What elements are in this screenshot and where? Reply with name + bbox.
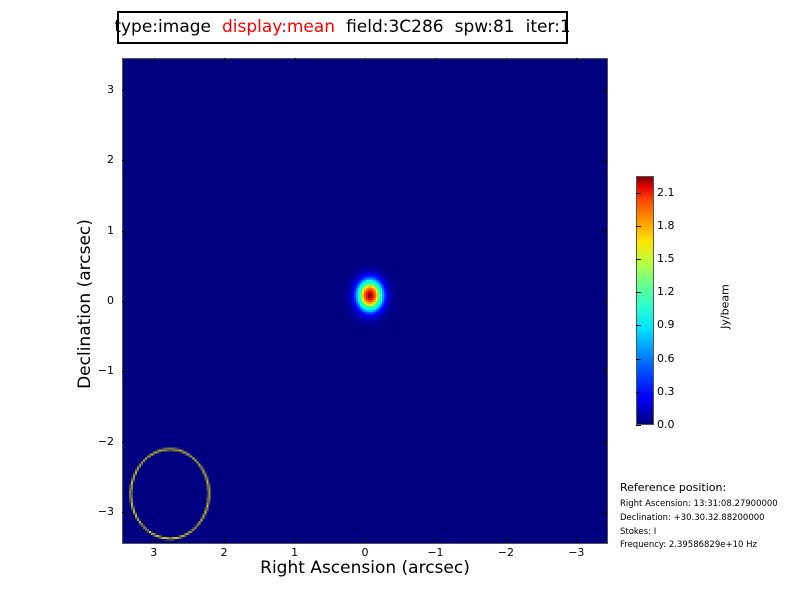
x-axis-label: Right Ascension (arcsec) [260,558,470,578]
colorbar-tick-label-7: 2.1 [657,185,675,199]
colorbar-unit-label: Jy/beam [718,284,732,329]
x-tick-label-0: 3 [150,546,158,559]
x-tick-bottom-1 [224,538,226,543]
image-info-title-bar: type:image display:mean field:3C286 spw:81 i… [114,11,571,44]
reference-position-line-2: Stokes: I [620,526,657,537]
colorbar-tick-label-3: 0.9 [657,318,675,332]
colorbar[interactable] [636,176,654,425]
y-tick-left-2 [122,371,127,373]
x-tick-top-4 [435,58,437,63]
x-tick-label-6: −3 [568,546,585,559]
x-tick-top-1 [224,58,226,63]
y-tick-label-4: 1 [107,223,114,237]
x-tick-label-2: 1 [291,546,299,559]
colorbar-tick-1 [636,391,641,393]
reference-position-line-0: Right Ascension: 13:31:08.27900000 [620,499,778,509]
x-tick-top-2 [294,58,296,63]
colorbar-tick-0 [636,425,641,426]
y-tick-left-6 [122,89,127,91]
colorbar-tick-3 [636,325,641,327]
colorbar-tick-6 [636,225,641,227]
reference-position-block: Reference position: Right Ascension: 13:… [620,481,798,553]
reference-position-heading: Reference position: [620,481,727,494]
y-tick-label-1: −2 [97,434,114,448]
reference-position-line-3: Frequency: 2.39586829e+10 Hz [620,540,757,551]
x-tick-bottom-2 [294,538,296,543]
x-tick-bottom-6 [576,538,578,543]
colorbar-tick-label-2: 0.6 [657,351,675,365]
y-tick-right-3 [602,301,607,302]
x-tick-top-0 [153,58,155,63]
y-tick-label-2: −1 [97,364,114,378]
x-tick-bottom-5 [505,538,507,543]
y-tick-left-5 [122,160,127,162]
y-tick-label-3: 0 [107,294,114,307]
y-tick-left-3 [122,301,127,302]
x-tick-bottom-0 [153,538,155,543]
colorbar-tick-label-5: 1.5 [657,252,675,265]
y-tick-right-4 [602,230,607,232]
y-tick-label-0: −3 [97,505,114,519]
x-tick-bottom-4 [435,538,437,543]
x-tick-label-4: −1 [427,546,444,559]
y-tick-right-6 [602,89,607,91]
y-tick-right-2 [602,371,607,373]
sky-image-heatmap [123,59,607,543]
y-tick-right-0 [602,512,607,514]
image-plot-area[interactable] [122,58,608,544]
reference-position-line-1: Declination: +30.30.32.88200000 [620,512,765,523]
y-tick-label-5: 2 [107,153,114,167]
y-axis-label: Declination (arcsec) [75,219,95,389]
x-tick-label-3: 0 [361,546,369,559]
colorbar-tick-label-6: 1.8 [657,218,675,232]
x-tick-top-6 [576,58,578,63]
reference-position-lines: Right Ascension: 13:31:08.27900000 Declin… [620,498,798,553]
colorbar-gradient [636,176,654,425]
y-tick-left-0 [122,512,127,514]
y-tick-label-6: 3 [107,82,114,96]
title-item-1: display:mean [221,17,336,37]
x-tick-label-1: 2 [220,546,228,559]
title-item-0: type:image [114,17,211,37]
y-tick-right-1 [602,441,607,443]
title-item-4: iter:1 [525,17,571,37]
colorbar-tick-label-0: 0.0 [657,418,675,431]
colorbar-tick-4 [636,292,641,294]
x-tick-top-3 [365,58,366,63]
colorbar-tick-7 [636,192,641,194]
title-item-2: field:3C286 [346,17,444,37]
x-tick-bottom-3 [365,538,366,543]
y-tick-left-4 [122,230,127,232]
colorbar-tick-2 [636,358,641,360]
colorbar-tick-5 [636,259,641,260]
y-tick-right-5 [602,160,607,162]
x-tick-top-5 [505,58,507,63]
y-tick-left-1 [122,441,127,443]
colorbar-tick-label-4: 1.2 [657,285,675,299]
x-tick-label-5: −2 [497,546,514,559]
colorbar-tick-label-1: 0.3 [657,384,675,398]
title-item-3: spw:81 [454,17,515,37]
